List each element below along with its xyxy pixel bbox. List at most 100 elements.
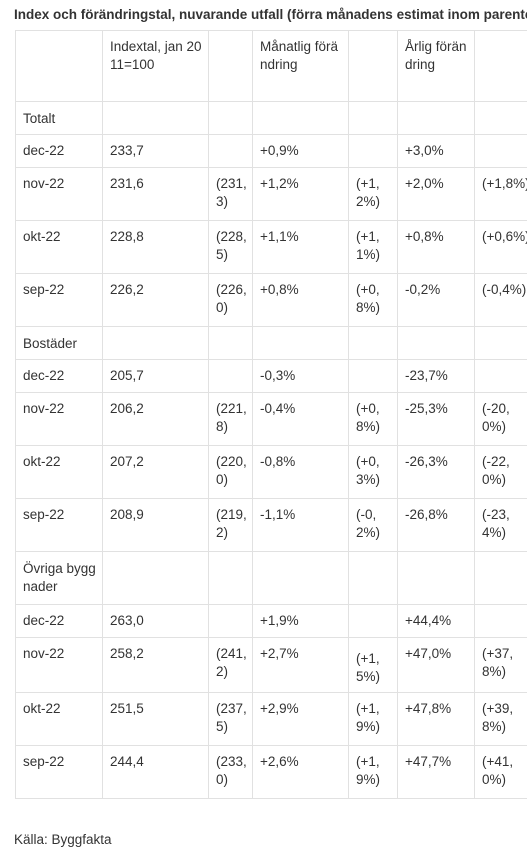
table-cell: (+39,8%): [474, 692, 527, 746]
table-cell: okt-22: [15, 445, 103, 499]
cell-monthly-est: (+0,8%): [356, 282, 381, 315]
table-cell: (233,0): [208, 745, 253, 799]
cell-monthly-est: (+0,8%): [356, 401, 381, 434]
table-cell: [348, 134, 398, 168]
cell-yearly-est: (+37,8%): [482, 646, 514, 679]
cell-monthly: +2,6%: [260, 754, 299, 769]
cell-yearly-est: (-0,4%): [482, 282, 527, 297]
table-row: dec-22 263,0 +1,9% +44,4%: [15, 604, 527, 638]
cell-monthly: +2,7%: [260, 646, 299, 661]
table-cell: (231,3): [208, 167, 253, 221]
cell-index: 226,2: [110, 282, 144, 297]
table-cell: (+0,6%): [474, 220, 527, 274]
cell-monthly: -0,3%: [260, 368, 296, 383]
cell-index-est: (220,0): [216, 454, 247, 487]
table-caption: Index och förändringstal, nuvarande utfa…: [14, 7, 527, 22]
column-header: [15, 30, 103, 102]
cell-index: 233,7: [110, 143, 144, 158]
cell-index: 231,6: [110, 176, 144, 191]
cell-yearly: -23,7%: [405, 368, 448, 383]
cell-index-est: (237,5): [216, 701, 247, 734]
cell-month: okt-22: [23, 229, 61, 244]
table-cell: nov-22: [15, 167, 103, 221]
cell-yearly-est: (-22,0%): [482, 454, 510, 487]
cell-yearly: -25,3%: [405, 401, 448, 416]
table-row: dec-22 233,7 +0,9% +3,0%: [15, 134, 527, 168]
table-row: sep-22 226,2 (226,0) +0,8% (+0,8%) -0,2% (-0,4…: [15, 273, 527, 327]
table-cell: [252, 326, 349, 360]
table-cell: dec-22: [15, 604, 103, 638]
cell-month: nov-22: [23, 401, 65, 416]
table-row: okt-22 251,5 (237,5) +2,9% (+1,9%) +47,8% (+39…: [15, 692, 527, 746]
group-header-row: Övriga byggnader: [15, 551, 527, 605]
table-cell: 258,2: [102, 637, 209, 693]
table-cell: +47,8%: [397, 692, 475, 746]
cell-monthly-est: (+1,9%): [356, 701, 381, 734]
table-cell: (237,5): [208, 692, 253, 746]
table-row: okt-22 207,2 (220,0) -0,8% (+0,3%) -26,3% (-22…: [15, 445, 527, 499]
table-cell: [252, 101, 349, 135]
cell-month: okt-22: [23, 454, 61, 469]
table-cell: (+1,5%): [348, 637, 398, 693]
table-cell: (+37,8%): [474, 637, 527, 693]
table-cell: 205,7: [102, 359, 209, 393]
cell-month: dec-22: [23, 368, 65, 383]
table-cell: (-0,4%): [474, 273, 527, 327]
table-cell: dec-22: [15, 359, 103, 393]
cell-month: nov-22: [23, 176, 65, 191]
cell-monthly: +2,9%: [260, 701, 299, 716]
table-cell: (+41,0%): [474, 745, 527, 799]
column-header: [208, 30, 253, 102]
cell-monthly: +1,2%: [260, 176, 299, 191]
header-row: Indextal, jan 2011=100 Månatlig förändrin…: [15, 30, 527, 102]
table-cell: 208,9: [102, 498, 209, 552]
table-cell: [474, 359, 527, 393]
column-header: Årlig förändring: [397, 30, 475, 102]
table-cell: (-23,4%): [474, 498, 527, 552]
table-cell: -1,1%: [252, 498, 349, 552]
cell-index: 263,0: [110, 613, 144, 628]
table-cell: (228,5): [208, 220, 253, 274]
table-cell: [102, 101, 209, 135]
cell-index: 206,2: [110, 401, 144, 416]
table-cell: 228,8: [102, 220, 209, 274]
cell-yearly: -0,2%: [405, 282, 441, 297]
cell-index: 207,2: [110, 454, 144, 469]
cell-monthly: -0,4%: [260, 401, 296, 416]
table-cell: -26,8%: [397, 498, 475, 552]
cell-monthly: +0,9%: [260, 143, 299, 158]
table-cell: (+1,8%): [474, 167, 527, 221]
table-cell: +1,1%: [252, 220, 349, 274]
table-row: nov-22 206,2 (221,8) -0,4% (+0,8%) -25,3% (-20…: [15, 392, 527, 446]
table-cell: (-22,0%): [474, 445, 527, 499]
table-cell: (+1,1%): [348, 220, 398, 274]
table-cell: -0,4%: [252, 392, 349, 446]
table-cell: -0,2%: [397, 273, 475, 327]
table-cell: (+0,3%): [348, 445, 398, 499]
table-cell: [208, 326, 253, 360]
cell-month: sep-22: [23, 282, 65, 297]
table-cell: (226,0): [208, 273, 253, 327]
table-cell: (+1,9%): [348, 745, 398, 799]
cell-yearly: +3,0%: [405, 143, 444, 158]
table-cell: sep-22: [15, 745, 103, 799]
table-cell: [208, 101, 253, 135]
table-cell: sep-22: [15, 498, 103, 552]
cell-index-est: (221,8): [216, 401, 247, 434]
group-header-row: Bostäder: [15, 326, 527, 360]
table-cell: (219,2): [208, 498, 253, 552]
cell-yearly: +2,0%: [405, 176, 444, 191]
cell-yearly: -26,3%: [405, 454, 448, 469]
table-cell: +3,0%: [397, 134, 475, 168]
cell-index-est: (233,0): [216, 754, 247, 787]
cell-yearly-est: (+1,8%): [482, 176, 527, 191]
column-header: Indextal, jan 2011=100: [102, 30, 209, 102]
table-cell: [208, 604, 253, 638]
table-row: okt-22 228,8 (228,5) +1,1% (+1,1%) +0,8% (+0,6…: [15, 220, 527, 274]
table-cell: [252, 551, 349, 605]
cell-index: 208,9: [110, 507, 144, 522]
cell-index: 205,7: [110, 368, 144, 383]
table-cell: 226,2: [102, 273, 209, 327]
cell-month: dec-22: [23, 613, 65, 628]
table-cell: +0,8%: [397, 220, 475, 274]
